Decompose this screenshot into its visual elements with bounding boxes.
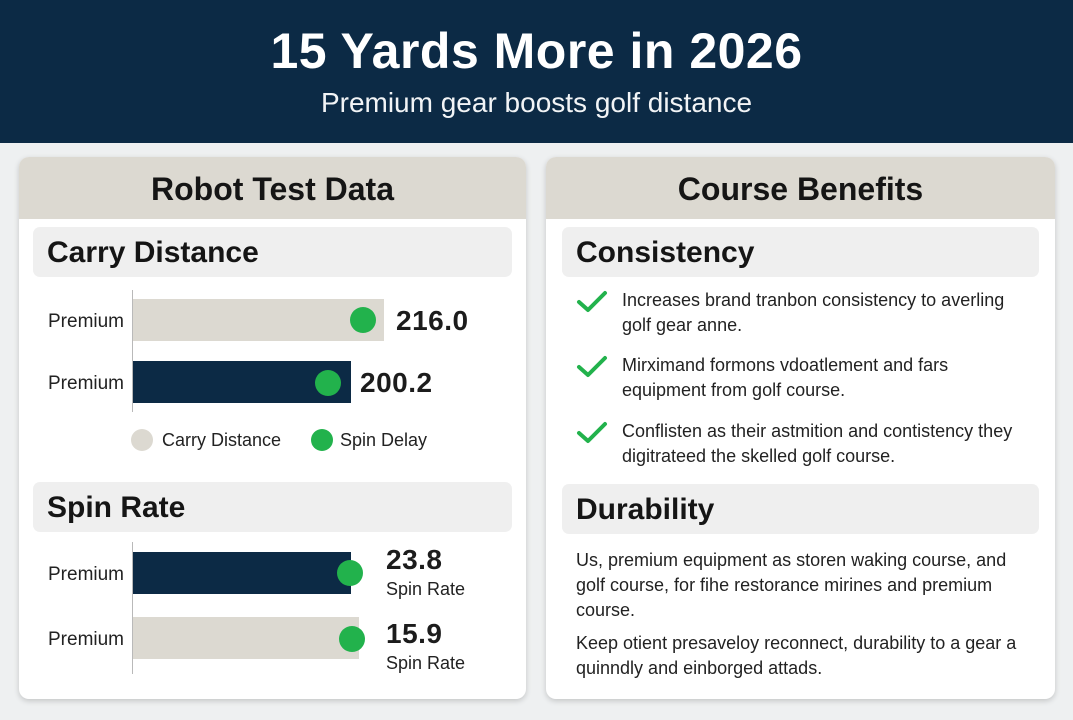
consistency-text-2: Mirximand formons vdoatlement and fars e… xyxy=(622,355,949,400)
spin-bar-2 xyxy=(133,617,359,659)
course-benefits-card: Course Benefits Consistency Increases br… xyxy=(546,157,1055,699)
carry-row-label-2: Premium xyxy=(48,373,125,394)
robot-test-data-card: Robot Test Data Carry Distance Premium 2… xyxy=(19,157,526,699)
card-title: Course Benefits xyxy=(546,157,1055,219)
carry-distance-chart: Premium 216.0 Premium 200.2 Carry Distan… xyxy=(19,287,526,587)
spin-value-label-1: Spin Rate xyxy=(386,579,466,599)
durability-paragraph-1: Us, premium equipment as storen waking c… xyxy=(576,550,1007,620)
spin-dot-1 xyxy=(337,560,363,586)
spin-dot-2 xyxy=(339,626,365,652)
legend-label-spin: Spin Delay xyxy=(340,430,428,450)
carry-axis xyxy=(132,290,133,412)
spin-row-label-1: Premium xyxy=(48,564,125,585)
carry-value-1: 216.0 xyxy=(396,305,469,336)
page-subtitle: Premium gear boosts golf distance xyxy=(320,87,753,118)
spin-row-label-2: Premium xyxy=(48,629,125,650)
consistency-text-1: Increases brand tranbon consistency to a… xyxy=(622,290,1005,335)
carry-bar-1 xyxy=(133,299,384,341)
section-carry-distance: Carry Distance xyxy=(33,227,512,277)
carry-bar-2 xyxy=(133,361,351,403)
carry-value-2: 200.2 xyxy=(360,367,433,398)
spin-rate-chart: Premium 23.8 Spin Rate Premium 15.9 Spin… xyxy=(19,542,526,692)
consistency-item-3: Conflisten as their astmition and contis… xyxy=(576,419,1035,471)
section-spin-rate: Spin Rate xyxy=(33,482,512,532)
consistency-text-3: Conflisten as their astmition and contis… xyxy=(622,421,1013,466)
spin-value-2: 15.9 xyxy=(386,618,443,649)
section-consistency: Consistency xyxy=(562,227,1039,277)
legend-swatch-carry xyxy=(131,429,153,451)
spin-bar-1 xyxy=(133,552,351,594)
spin-value-label-2: Spin Rate xyxy=(386,653,466,673)
legend-swatch-spin xyxy=(311,429,333,451)
consistency-item-2: Mirximand formons vdoatlement and fars e… xyxy=(576,353,1035,405)
card-title: Robot Test Data xyxy=(19,157,526,219)
check-icon xyxy=(577,356,607,377)
page-title: 15 Yards More in 2026 xyxy=(270,23,803,79)
check-icon xyxy=(577,291,607,312)
carry-row-label-1: Premium xyxy=(48,311,125,332)
spin-value-1: 23.8 xyxy=(386,544,443,575)
carry-dot-2 xyxy=(315,370,341,396)
spin-axis xyxy=(132,542,133,674)
durability-paragraph-2: Keep otient presaveloy reconnect, durabi… xyxy=(576,633,1017,678)
carry-dot-1 xyxy=(350,307,376,333)
section-durability: Durability xyxy=(562,484,1039,534)
consistency-item-1: Increases brand tranbon consistency to a… xyxy=(576,288,1035,340)
legend-label-carry: Carry Distance xyxy=(162,430,282,450)
check-icon xyxy=(577,422,607,443)
header-banner: 15 Yards More in 2026 Premium gear boost… xyxy=(0,0,1073,143)
